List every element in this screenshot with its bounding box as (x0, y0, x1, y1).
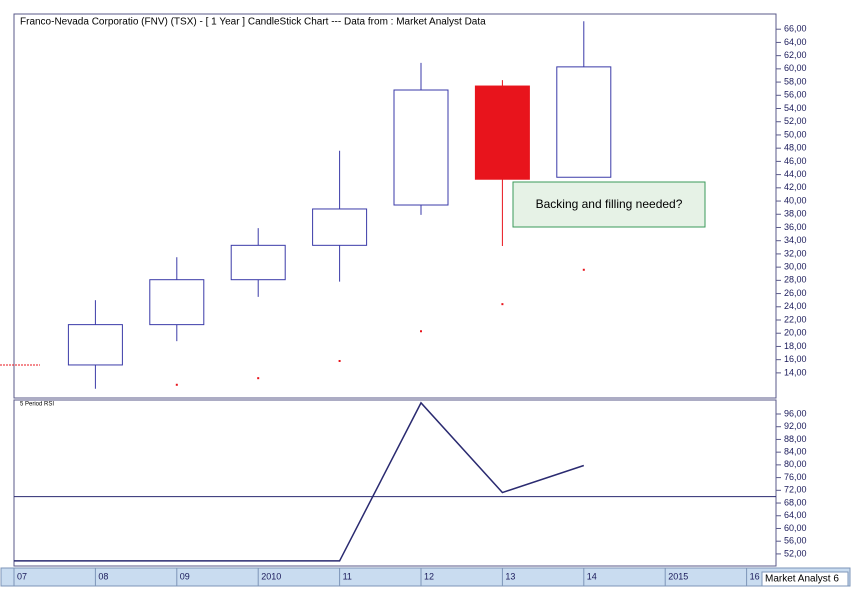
y-tick-label: 60,00 (784, 523, 807, 533)
rsi-panel (13, 399, 777, 567)
overlay-mark (501, 303, 504, 306)
y-tick-label: 96,00 (784, 408, 807, 418)
y-tick-label: 20,00 (784, 328, 807, 338)
overlay-mark (338, 359, 341, 362)
chart-title: Franco-Nevada Corporatio (FNV) (TSX) - [… (20, 17, 486, 28)
x-tick-label: 2015 (668, 571, 688, 581)
y-tick-label: 52,00 (784, 116, 807, 126)
overlay-mark (175, 383, 178, 386)
x-tick-label: 16 (750, 571, 760, 581)
y-tick-label: 50,00 (784, 129, 807, 139)
y-tick-label: 24,00 (784, 301, 807, 311)
candle-body (556, 66, 612, 178)
rsi-title: 5 Period RSI (20, 402, 54, 408)
y-tick-label: 36,00 (784, 222, 807, 232)
y-tick-label: 16,00 (784, 354, 807, 364)
x-tick-label: 09 (180, 571, 190, 581)
y-tick-label: 34,00 (784, 235, 807, 245)
y-tick-label: 52,00 (784, 548, 807, 558)
y-tick-label: 22,00 (784, 314, 807, 324)
candle-body (474, 85, 530, 180)
y-tick-label: 46,00 (784, 156, 807, 166)
y-tick-label: 26,00 (784, 288, 807, 298)
y-tick-label: 58,00 (784, 76, 807, 86)
y-tick-label: 66,00 (784, 24, 807, 34)
x-tick-label: 13 (505, 571, 515, 581)
y-tick-label: 32,00 (784, 248, 807, 258)
y-tick-label: 40,00 (784, 195, 807, 205)
candle-body (149, 279, 205, 326)
x-tick-label: 12 (424, 571, 434, 581)
x-tick-label: 07 (17, 571, 27, 581)
overlay-mark (257, 377, 260, 380)
annotation-box (512, 181, 706, 228)
y-tick-label: 44,00 (784, 169, 807, 179)
x-axis-bar (0, 567, 851, 587)
footer-box (761, 571, 849, 587)
y-tick-label: 68,00 (784, 497, 807, 507)
y-tick-label: 28,00 (784, 275, 807, 285)
x-tick-label: 08 (98, 571, 108, 581)
y-tick-label: 64,00 (784, 37, 807, 47)
y-tick-label: 64,00 (784, 510, 807, 520)
y-tick-label: 42,00 (784, 182, 807, 192)
overlay-mark (582, 268, 585, 271)
y-tick-label: 14,00 (784, 367, 807, 377)
y-tick-label: 84,00 (784, 447, 807, 457)
y-tick-label: 60,00 (784, 63, 807, 73)
x-tick-label: 14 (587, 571, 597, 581)
y-tick-label: 56,00 (784, 90, 807, 100)
y-tick-label: 54,00 (784, 103, 807, 113)
y-tick-label: 48,00 (784, 143, 807, 153)
candle-body (393, 89, 449, 206)
y-tick-label: 56,00 (784, 536, 807, 546)
overlay-mark (420, 330, 422, 333)
y-tick-label: 30,00 (784, 262, 807, 272)
candle-body (312, 208, 368, 246)
candle-body (67, 324, 123, 366)
candle-body (230, 244, 286, 281)
y-tick-label: 18,00 (784, 341, 807, 351)
annotation: Backing and filling needed? (536, 197, 683, 211)
y-tick-label: 72,00 (784, 485, 807, 495)
y-tick-label: 80,00 (784, 459, 807, 469)
x-tick-label: 11 (343, 571, 352, 581)
y-tick-label: 92,00 (784, 421, 807, 431)
rsi-line (14, 401, 585, 562)
footer: Market Analyst 6 (765, 574, 839, 585)
y-tick-label: 38,00 (784, 209, 807, 219)
x-tick-label: 2010 (261, 571, 281, 581)
y-tick-label: 88,00 (784, 434, 807, 444)
y-tick-label: 76,00 (784, 472, 807, 482)
y-tick-label: 62,00 (784, 50, 807, 60)
